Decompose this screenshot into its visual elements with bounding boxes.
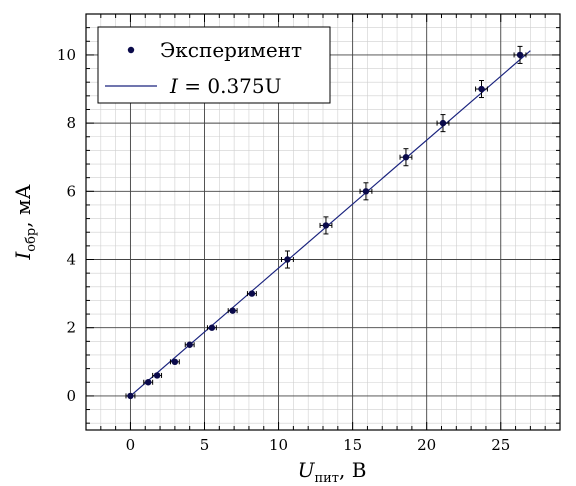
data-point-marker bbox=[362, 188, 370, 195]
data-point bbox=[125, 392, 136, 400]
data-point bbox=[246, 290, 257, 297]
legend-marker-experiment bbox=[127, 46, 135, 54]
data-point-marker bbox=[153, 372, 161, 379]
data-point bbox=[359, 182, 373, 201]
legend: Эксперимент I = 0.375U bbox=[97, 26, 331, 104]
data-point-marker bbox=[208, 324, 216, 331]
y-axis-label: Iобр, мА bbox=[11, 184, 39, 260]
data-point-marker bbox=[478, 85, 485, 93]
data-point-marker bbox=[171, 358, 179, 366]
y-tick-label: 2 bbox=[66, 319, 76, 337]
y-tick-label: 4 bbox=[66, 251, 76, 269]
data-point bbox=[152, 372, 163, 379]
data-point-marker bbox=[127, 392, 134, 400]
data-point bbox=[227, 307, 238, 314]
data-point-marker bbox=[439, 119, 447, 127]
data-point bbox=[206, 324, 217, 331]
y-tick-label: 6 bbox=[66, 182, 76, 200]
fit-line bbox=[130, 50, 531, 397]
data-point bbox=[184, 341, 195, 348]
data-point-marker bbox=[284, 256, 291, 263]
x-tick-label: 5 bbox=[200, 436, 210, 454]
y-tick-label: 0 bbox=[66, 387, 76, 405]
x-axis-label: Uпит, В bbox=[298, 458, 367, 486]
legend-label-experiment: Эксперимент bbox=[160, 38, 302, 62]
data-point bbox=[436, 114, 450, 133]
x-tick-label: 25 bbox=[491, 436, 510, 454]
data-points bbox=[125, 45, 527, 400]
data-point bbox=[143, 379, 154, 386]
data-point bbox=[513, 45, 527, 64]
x-tick-label: 0 bbox=[126, 436, 136, 454]
data-point-marker bbox=[322, 222, 330, 229]
x-tick-label: 15 bbox=[343, 436, 362, 454]
data-point bbox=[281, 250, 294, 269]
data-point bbox=[399, 148, 413, 167]
data-point-marker bbox=[145, 379, 152, 386]
fit-line-layer bbox=[130, 50, 531, 397]
x-tick-label: 20 bbox=[417, 436, 436, 454]
y-tick-label: 8 bbox=[66, 114, 76, 132]
axis-ticks bbox=[85, 13, 561, 430]
data-point bbox=[475, 79, 488, 99]
data-point-marker bbox=[248, 290, 256, 297]
tick-labels: 0 5 10 15 20 25 0 2 4 6 8 10 bbox=[57, 46, 510, 454]
data-point bbox=[319, 216, 333, 235]
data-point-marker bbox=[229, 307, 236, 314]
x-tick-label: 10 bbox=[269, 436, 288, 454]
data-point-marker bbox=[402, 154, 410, 161]
legend-box bbox=[97, 26, 331, 104]
legend-label-fit: I = 0.375U bbox=[169, 74, 282, 98]
data-point-marker bbox=[516, 51, 524, 59]
y-tick-label: 10 bbox=[57, 46, 76, 64]
data-point bbox=[169, 358, 180, 366]
data-point-marker bbox=[186, 341, 193, 348]
